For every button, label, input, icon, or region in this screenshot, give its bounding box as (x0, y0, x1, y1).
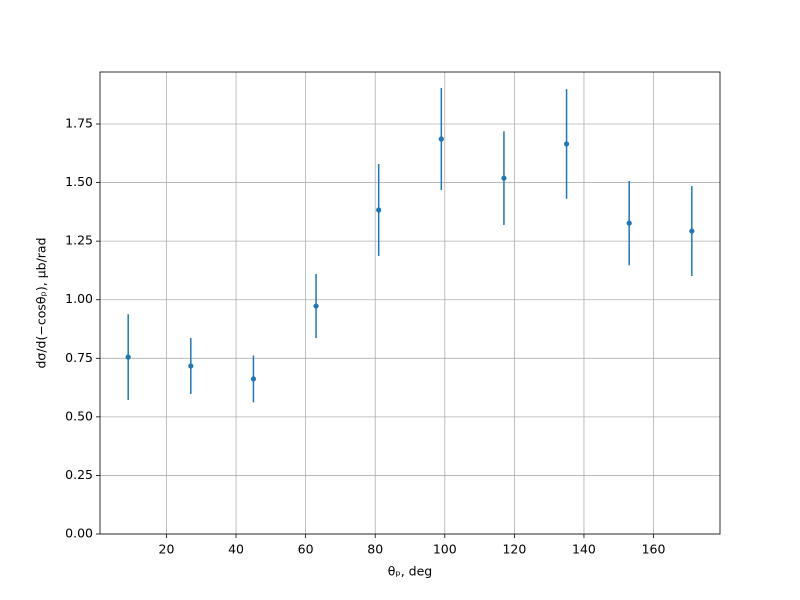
x-tick-label: 40 (228, 542, 244, 557)
x-tick-label: 100 (433, 542, 457, 557)
plot-frame (99, 71, 721, 535)
y-tick-label: 1.75 (65, 116, 93, 131)
data-point (689, 228, 695, 234)
x-tick-label: 80 (367, 542, 383, 557)
x-tick-label: 140 (572, 542, 596, 557)
data-point (376, 207, 382, 213)
y-tick-label: 0.75 (65, 350, 93, 365)
data-point (188, 363, 194, 369)
y-axis-label: dσ/d(−cosθₚ), μb/rad (34, 237, 49, 368)
x-tick-label: 60 (298, 542, 314, 557)
y-tick-label: 0.50 (65, 408, 93, 423)
data-point (438, 136, 444, 142)
y-tick-label: 1.00 (65, 291, 93, 306)
y-tick-label: 1.50 (65, 174, 93, 189)
x-tick-label: 120 (502, 542, 526, 557)
y-tick-label: 0.25 (65, 467, 93, 482)
y-tick-label: 1.25 (65, 233, 93, 248)
data-point (501, 175, 507, 181)
x-tick-label: 20 (159, 542, 175, 557)
data-point (626, 220, 632, 226)
x-axis-label: θₚ, deg (388, 564, 433, 579)
x-tick-label: 160 (642, 542, 666, 557)
y-tick-label: 0.00 (65, 526, 93, 541)
data-point (125, 354, 131, 360)
data-point (313, 303, 319, 309)
data-point (563, 141, 570, 147)
data-point (250, 376, 257, 382)
